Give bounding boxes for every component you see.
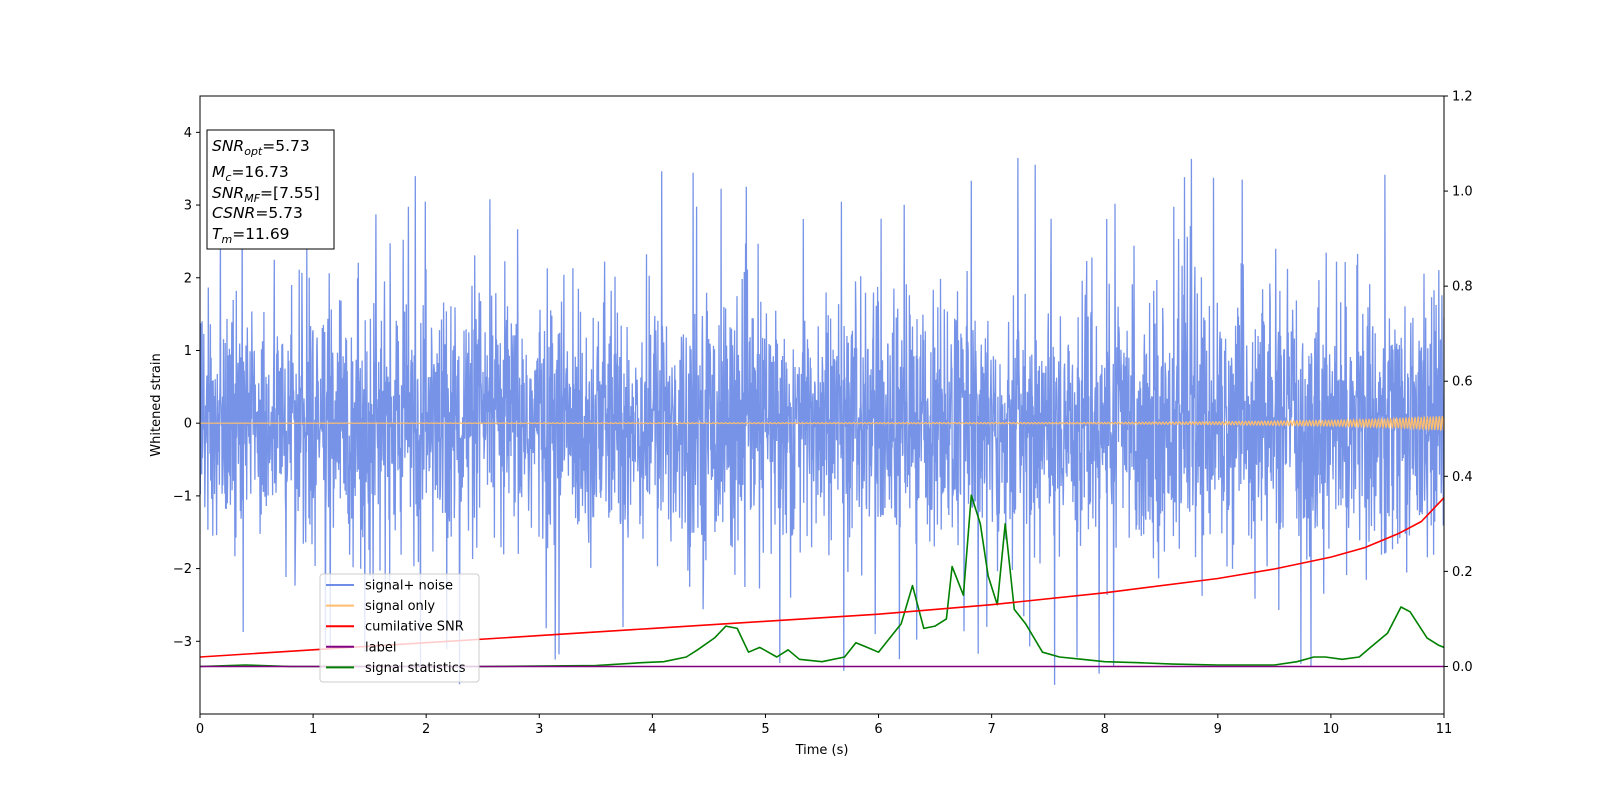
legend-label: signal statistics xyxy=(365,661,466,676)
info-value: =5.73 xyxy=(262,137,310,155)
y-tick-label: 0 xyxy=(184,417,192,432)
y-tick-label: −3 xyxy=(173,635,192,650)
info-subscript: MF xyxy=(244,192,260,205)
axes-frame xyxy=(199,95,1445,715)
y-tick-label: −1 xyxy=(173,489,192,504)
info-line: SNRMF=[7.55] xyxy=(212,184,320,205)
info-line: CSNR=5.73 xyxy=(212,204,303,222)
series-line-cumulative-snr xyxy=(200,497,1444,658)
legend-label: label xyxy=(365,640,396,655)
y-tick-label: 2 xyxy=(184,271,192,286)
y2-tick-label: 0.4 xyxy=(1452,470,1473,485)
y2-tick-label: 0.2 xyxy=(1452,565,1473,580)
info-line: SNRopt=5.73 xyxy=(212,137,310,158)
legend-label: signal+ noise xyxy=(365,579,453,594)
info-symbol: T xyxy=(212,225,223,243)
y2-tick-label: 1.0 xyxy=(1452,185,1473,200)
info-symbol: M xyxy=(212,163,225,181)
info-value: =16.73 xyxy=(231,163,288,181)
x-tick-label: 10 xyxy=(1323,722,1340,737)
x-axis-label: Time (s) xyxy=(795,743,849,758)
x-tick-label: 1 xyxy=(309,722,317,737)
info-value: =11.69 xyxy=(232,225,289,243)
y-tick-label: 1 xyxy=(184,344,192,359)
legend-label: signal only xyxy=(365,599,435,614)
x-tick-label: 0 xyxy=(196,722,204,737)
x-tick-label: 5 xyxy=(761,722,769,737)
info-subscript: opt xyxy=(244,145,263,158)
legend-label: cumilative SNR xyxy=(365,620,464,635)
y2-tick-label: 1.2 xyxy=(1452,90,1473,105)
y-tick-label: 3 xyxy=(184,199,192,214)
legend-frame xyxy=(319,573,480,683)
series-line-signal-statistics xyxy=(200,494,1444,668)
info-subscript: m xyxy=(221,233,232,246)
info-line: Mc=16.73 xyxy=(212,163,289,184)
y2-tick-label: 0.6 xyxy=(1452,375,1473,390)
x-tick-label: 8 xyxy=(1101,722,1109,737)
x-tick-label: 11 xyxy=(1436,722,1453,737)
info-line: Tm=11.69 xyxy=(212,225,290,246)
axes: 0 1 2 3 4 5 6 7 8 9 10 11 −3 −2 −1 0 1 2 3 4 0.0 0.2 0.4 0.6 0.8… xyxy=(173,90,1473,738)
info-value: =5.73 xyxy=(255,204,303,222)
y-tick-label: −2 xyxy=(173,562,192,577)
x-tick-label: 9 xyxy=(1214,722,1222,737)
info-value: =[7.55] xyxy=(260,184,320,202)
x-tick-label: 4 xyxy=(648,722,656,737)
x-tick-label: 7 xyxy=(987,722,995,737)
series-line-signal-noise xyxy=(200,157,1444,685)
info-box-frame xyxy=(206,129,335,250)
info-subscript: c xyxy=(225,171,231,184)
info-symbol: SNR xyxy=(212,184,244,202)
y2-tick-label: 0.8 xyxy=(1452,280,1473,295)
x-tick-label: 6 xyxy=(874,722,882,737)
x-tick-label: 2 xyxy=(422,722,430,737)
x-tick-label: 3 xyxy=(535,722,543,737)
info-symbol: SNR xyxy=(212,137,244,155)
info-box: SNRopt=5.73Mc=16.73SNRMF=[7.55]CSNR=5.73… xyxy=(206,129,335,250)
y2-tick-label: 0.0 xyxy=(1452,660,1473,675)
legend: signal+ noise signal only cumilative SNR la… xyxy=(319,573,480,683)
series-line-signal-only xyxy=(200,415,1444,432)
info-symbol: CSNR xyxy=(212,204,255,222)
y-axis-label: Whitened strain xyxy=(149,353,164,456)
y-tick-label: 4 xyxy=(184,126,192,141)
